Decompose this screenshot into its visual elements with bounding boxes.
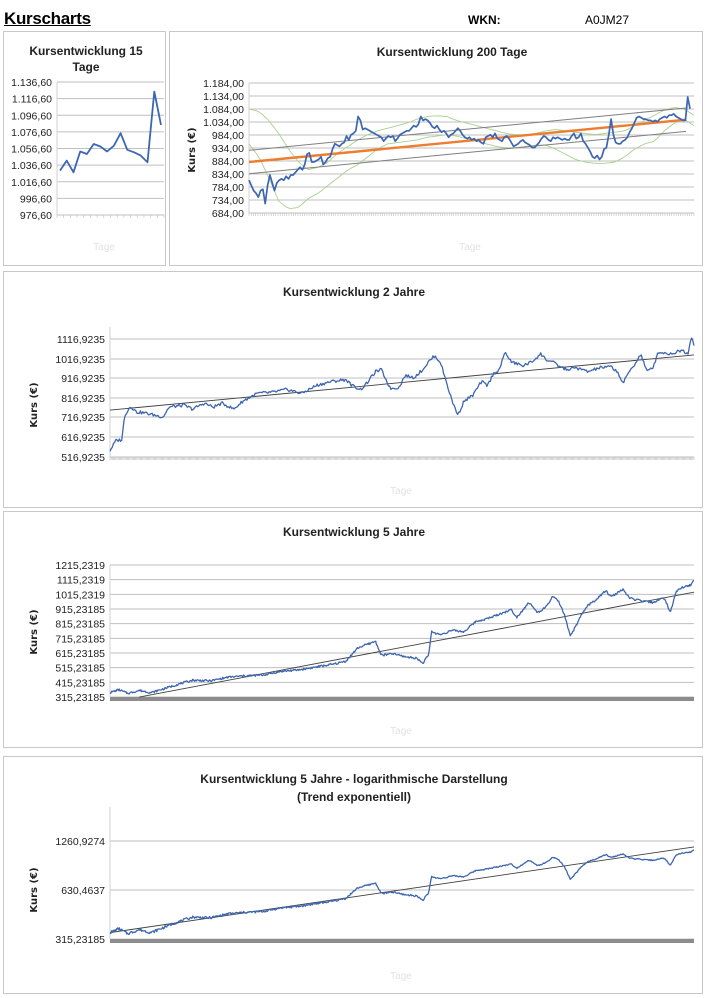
y-tick-label: 884,00 xyxy=(212,156,244,168)
y-tick-label: 1.016,60 xyxy=(11,177,52,189)
x-axis-label: Tage xyxy=(93,242,115,253)
y-tick-label: 996,60 xyxy=(20,193,52,205)
plot-area: 1116,9235 1016,9235 916,9235 816,9235 716,92… xyxy=(55,327,695,464)
y-tick-label: 515,23185 xyxy=(55,663,105,675)
price-line xyxy=(248,96,691,205)
y-axis-label: Kurs (€) xyxy=(29,867,40,912)
y-tick-label: 816,9235 xyxy=(61,393,105,405)
chart-5-jahre-svg: Kursentwicklung 5 Jahre Kurs (€) 1215,23… xyxy=(29,525,695,737)
x-axis-label: Tage xyxy=(390,726,412,737)
x-axis xyxy=(110,939,694,943)
channel-upper-line xyxy=(248,107,687,151)
y-tick-label: 1.096,60 xyxy=(11,110,52,122)
y-tick-label: 1.056,60 xyxy=(11,144,52,156)
y-tick-label: 1.134,00 xyxy=(203,91,244,103)
chart-title: Kursentwicklung 2 Jahre xyxy=(283,285,425,299)
plot-area: 1.184,001.134,001.084,001.034,00984,0093… xyxy=(203,78,695,220)
chart-5-jahre: Kursentwicklung 5 Jahre Kurs (€) 1215,23… xyxy=(3,511,703,748)
wkn-value: A0JM27 xyxy=(585,13,630,27)
chart-5-jahre-log-svg: Kursentwicklung 5 Jahre - logarithmische… xyxy=(29,772,695,982)
y-tick-label: 1.084,00 xyxy=(203,104,244,116)
chart-200-tage: Kursentwicklung 200 Tage Kurs (€) 1.184,… xyxy=(169,31,703,266)
bollinger-lower-line xyxy=(248,119,695,210)
page-title: Kurscharts xyxy=(4,9,91,28)
y-tick-label: 1116,9235 xyxy=(57,334,105,346)
channel-lower-line xyxy=(248,130,687,175)
trend-line xyxy=(139,591,695,698)
y-tick-label: 1015,2319 xyxy=(55,589,105,601)
price-line xyxy=(59,90,162,174)
y-axis-label: Kurs (€) xyxy=(29,609,40,654)
plot-area: 1260,9274 630,4637 315,23185 xyxy=(55,807,695,946)
chart-200-tage-svg: Kursentwicklung 200 Tage Kurs (€) 1.184,… xyxy=(187,45,695,253)
price-line xyxy=(109,849,695,936)
y-tick-label: 1215,2319 xyxy=(55,560,105,572)
chart-subtitle: (Trend exponentiell) xyxy=(297,790,411,804)
y-axis-label: Kurs (€) xyxy=(29,382,40,427)
chart-15-tage: Kursentwicklung 15 Tage 1.136,60 1.116,60… xyxy=(3,31,166,266)
y-tick-label: 1.034,00 xyxy=(203,117,244,129)
y-tick-label: 315,23185 xyxy=(55,692,105,704)
plot-area: 1.136,60 1.116,60 1.096,60 1.076,60 1.056,60… xyxy=(11,77,165,222)
chart-5-jahre-log: Kursentwicklung 5 Jahre - logarithmische… xyxy=(3,756,703,994)
price-line xyxy=(109,337,695,452)
y-tick-label: 1016,9235 xyxy=(55,354,105,366)
chart-title-line2: Tage xyxy=(72,60,99,74)
x-axis xyxy=(110,697,694,701)
y-tick-label: 1.036,60 xyxy=(11,160,52,172)
wkn-label: WKN: xyxy=(468,13,501,27)
y-tick-label: 976,60 xyxy=(20,210,52,222)
y-tick-label: 1115,2319 xyxy=(57,575,105,587)
y-tick-label: 315,23185 xyxy=(55,934,105,946)
y-axis-label: Kurs (€) xyxy=(187,127,198,172)
y-tick-label: 784,00 xyxy=(212,182,244,194)
y-tick-label: 815,23185 xyxy=(55,619,105,631)
y-tick-label: 984,00 xyxy=(212,130,244,142)
x-axis-label: Tage xyxy=(459,242,481,253)
y-tick-label: 684,00 xyxy=(212,208,244,220)
plot-area: 1215,2319 1115,2319 1015,2319 915,23185 815,… xyxy=(55,560,695,704)
chart-15-tage-svg: Kursentwicklung 15 Tage 1.136,60 1.116,60… xyxy=(11,44,165,253)
chart-2-jahre: Kursentwicklung 2 Jahre Kurs (€) 1116,92… xyxy=(3,271,703,508)
y-tick-label: 415,23185 xyxy=(55,677,105,689)
y-tick-label: 734,00 xyxy=(212,195,244,207)
y-tick-label: 1260,9274 xyxy=(55,836,105,848)
chart-title: Kursentwicklung 15 xyxy=(29,44,143,58)
y-tick-label: 715,23185 xyxy=(55,633,105,645)
y-tick-label: 915,23185 xyxy=(55,604,105,616)
y-tick-label: 1.184,00 xyxy=(203,78,244,90)
y-tick-label: 516,9235 xyxy=(61,452,105,464)
y-tick-label: 630,4637 xyxy=(61,885,105,897)
y-tick-label: 834,00 xyxy=(212,169,244,181)
y-tick-label: 934,00 xyxy=(212,143,244,155)
y-tick-label: 615,23185 xyxy=(55,648,105,660)
y-tick-label: 916,9235 xyxy=(61,373,105,385)
x-axis-label: Tage xyxy=(390,486,412,497)
chart-title: Kursentwicklung 5 Jahre xyxy=(283,525,425,539)
price-line xyxy=(109,579,695,695)
chart-title: Kursentwicklung 5 Jahre - logarithmische… xyxy=(200,772,507,786)
y-tick-label: 1.076,60 xyxy=(11,127,52,139)
y-tick-label: 1.116,60 xyxy=(12,94,52,106)
chart-title: Kursentwicklung 200 Tage xyxy=(377,45,528,59)
x-axis-label: Tage xyxy=(390,971,412,982)
y-tick-label: 1.136,60 xyxy=(11,77,52,89)
chart-2-jahre-svg: Kursentwicklung 2 Jahre Kurs (€) 1116,92… xyxy=(29,285,695,497)
y-tick-label: 616,9235 xyxy=(61,432,105,444)
trend-line xyxy=(248,118,687,164)
y-tick-label: 716,9235 xyxy=(61,412,105,424)
